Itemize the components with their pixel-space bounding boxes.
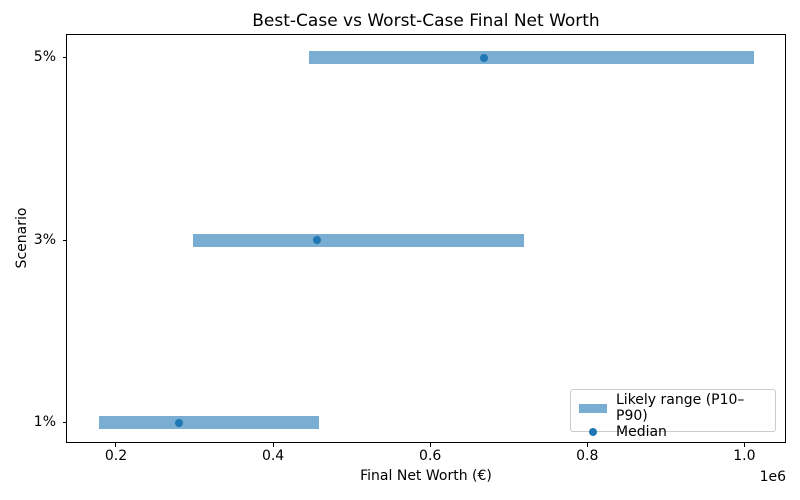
range-bar-swatch-icon — [579, 403, 607, 413]
legend: Likely range (P10–P90) Median — [570, 389, 776, 440]
legend-label-range: Likely range (P10–P90) — [616, 392, 745, 424]
x-tick-1.0 — [743, 443, 745, 447]
x-tick-label-0.8: 0.8 — [576, 448, 599, 464]
legend-label-median: Median — [616, 424, 667, 440]
range-bar-3pct — [192, 233, 524, 247]
median-dot-1pct — [174, 418, 183, 427]
legend-swatch-wrap — [579, 403, 607, 413]
x-tick-0.6 — [429, 443, 431, 447]
x-tick-label-0.6: 0.6 — [419, 448, 442, 464]
x-axis-offset-label: 1e6 — [759, 469, 786, 485]
legend-item-median: Median — [579, 424, 767, 440]
y-tick-label-3pct: 3% — [33, 231, 56, 248]
x-tick-label-0.4: 0.4 — [261, 448, 285, 464]
y-tick-label-1pct: 1% — [33, 414, 56, 431]
y-tick-5pct — [63, 57, 67, 59]
x-tick-0.2 — [115, 443, 117, 447]
chart-title: Best-Case vs Worst-Case Final Net Worth — [252, 11, 600, 31]
median-dot-icon — [589, 428, 597, 436]
range-bar-1pct — [99, 416, 319, 430]
x-axis-label: Final Net Worth (€) — [360, 468, 492, 484]
x-tick-0.8 — [586, 443, 588, 447]
x-tick-label-0.2: 0.2 — [104, 448, 128, 464]
y-tick-label-5pct: 5% — [33, 49, 56, 66]
median-dot-5pct — [480, 53, 489, 62]
y-tick-1pct — [63, 422, 67, 424]
legend-item-range: Likely range (P10–P90) — [579, 392, 767, 424]
x-tick-0.4 — [272, 443, 274, 447]
y-tick-3pct — [63, 239, 67, 241]
x-tick-label-1.0: 1.0 — [733, 448, 756, 464]
range-bar-5pct — [309, 51, 754, 65]
median-dot-3pct — [313, 236, 322, 245]
legend-swatch-wrap — [579, 428, 607, 436]
